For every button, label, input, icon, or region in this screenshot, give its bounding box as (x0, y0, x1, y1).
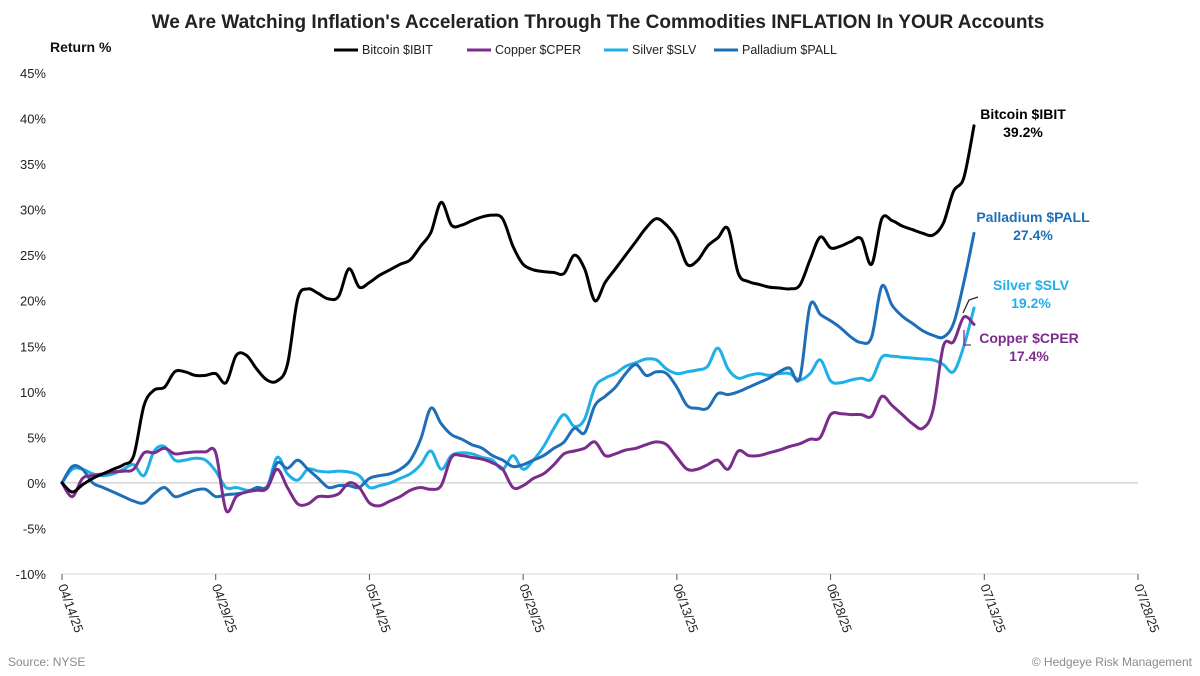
series-line-copper (60, 315, 976, 514)
y-axis-title: Return % (50, 39, 112, 55)
copyright-note: © Hedgeye Risk Management (1032, 655, 1193, 669)
legend-label: Bitcoin $IBIT (362, 43, 433, 57)
y-tick-label: 35% (20, 157, 46, 172)
end-label-value: 39.2% (1003, 124, 1043, 140)
legend-label: Copper $CPER (495, 43, 581, 57)
y-tick-label: 20% (20, 294, 46, 309)
y-tick-label: 5% (27, 430, 46, 445)
silver-leader-line (962, 296, 979, 314)
end-label-value: 27.4% (1013, 227, 1053, 243)
y-tick-label: 25% (20, 248, 46, 263)
series-line-bitcoin (60, 124, 976, 494)
series-lines (60, 124, 976, 514)
legend-label: Silver $SLV (632, 43, 697, 57)
legend: Bitcoin $IBIT Copper $CPER Silver $SLV Pall… (334, 43, 837, 57)
y-tick-label: -10% (16, 567, 47, 582)
source-note: Source: NYSE (8, 655, 85, 669)
y-axis: -10% -5% 0% 5% 10% 15% 20% 25% 30% 35% 40% 45% (16, 66, 47, 582)
copper-leader-line (963, 330, 971, 346)
end-label-value: 17.4% (1009, 348, 1049, 364)
y-tick-label: 45% (20, 66, 46, 81)
end-labels: Bitcoin $IBIT 39.2% Copper $CPER 17.4% Silve… (962, 106, 1090, 364)
end-label-name: Silver $SLV (993, 277, 1070, 293)
legend-label: Palladium $PALL (742, 43, 837, 57)
y-tick-label: -5% (23, 521, 47, 536)
y-tick-label: 30% (20, 203, 46, 218)
end-label-name: Bitcoin $IBIT (980, 106, 1066, 122)
end-label-value: 19.2% (1011, 295, 1051, 311)
y-tick-label: 40% (20, 112, 46, 127)
series-line-silver (60, 306, 976, 493)
y-tick-label: 10% (20, 385, 46, 400)
y-tick-label: 0% (27, 476, 46, 491)
chart-title: We Are Watching Inflation's Acceleration… (152, 12, 1045, 33)
end-label-name: Copper $CPER (979, 330, 1079, 346)
series-line-palladium (60, 231, 976, 505)
end-label-name: Palladium $PALL (976, 209, 1090, 225)
y-tick-label: 15% (20, 339, 46, 354)
